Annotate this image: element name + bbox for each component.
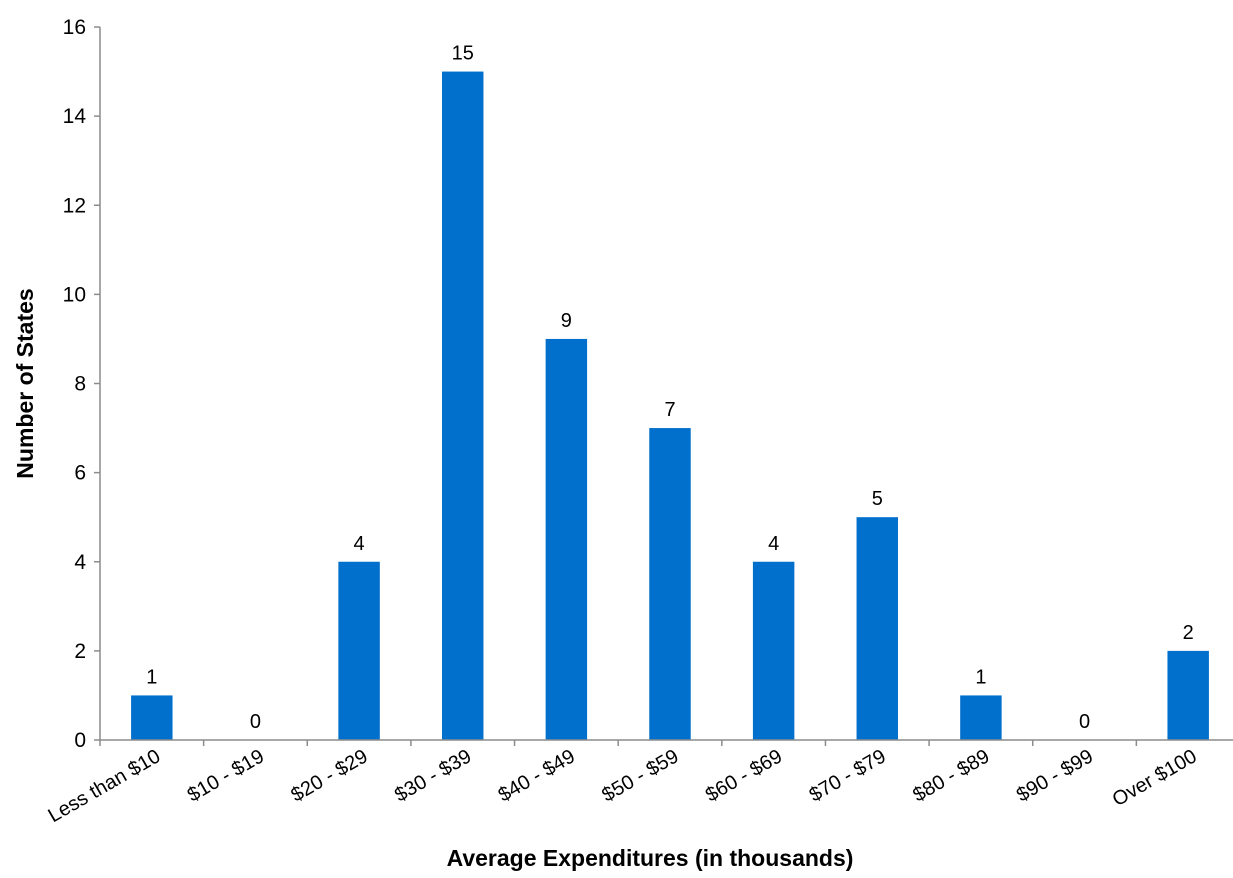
data-label: 1 bbox=[146, 666, 157, 688]
data-label: 1 bbox=[975, 666, 986, 688]
x-category-label: Over $100 bbox=[1109, 745, 1201, 811]
y-tick-label: 8 bbox=[74, 373, 86, 396]
y-tick-label: 16 bbox=[63, 16, 86, 39]
x-category-label: $10 - $19 bbox=[184, 745, 268, 806]
bar bbox=[960, 695, 1002, 740]
data-label: 5 bbox=[872, 488, 883, 510]
data-labels: 1 0 4 15 9 7 4 5 1 0 2 bbox=[146, 43, 1193, 733]
data-label: 0 bbox=[250, 711, 261, 733]
x-axis-ticks: Less than $10 $10 - $19 $20 - $29 $30 - $39… bbox=[44, 740, 1201, 827]
x-category-label: $40 - $49 bbox=[495, 745, 579, 806]
x-category-label: Less than $10 bbox=[44, 745, 164, 827]
bar bbox=[649, 428, 691, 740]
data-label: 0 bbox=[1079, 711, 1090, 733]
y-axis-ticks: 0 2 4 6 8 10 12 14 16 bbox=[63, 16, 100, 752]
x-category-label: $80 - $89 bbox=[909, 745, 993, 806]
x-category-label: $60 - $69 bbox=[702, 745, 786, 806]
bar bbox=[442, 71, 484, 740]
y-tick-label: 12 bbox=[63, 194, 86, 217]
bars bbox=[131, 71, 1209, 740]
bar bbox=[856, 517, 898, 740]
data-label: 2 bbox=[1183, 622, 1194, 644]
x-category-label: $90 - $99 bbox=[1013, 745, 1097, 806]
x-axis-title: Average Expenditures (in thousands) bbox=[447, 845, 854, 871]
x-category-label: $20 - $29 bbox=[287, 745, 371, 806]
y-tick-label: 10 bbox=[63, 283, 86, 306]
bar bbox=[545, 338, 588, 740]
y-tick-label: 4 bbox=[74, 551, 86, 574]
y-tick-label: 6 bbox=[74, 462, 86, 485]
y-tick-label: 14 bbox=[63, 105, 87, 128]
bar bbox=[1167, 650, 1209, 740]
y-tick-label: 2 bbox=[74, 640, 86, 663]
data-label: 15 bbox=[452, 43, 474, 65]
x-category-label: $30 - $39 bbox=[391, 745, 475, 806]
data-label: 4 bbox=[354, 533, 365, 555]
bar bbox=[338, 561, 380, 740]
bar bbox=[752, 561, 795, 740]
data-label: 7 bbox=[664, 399, 675, 421]
y-tick-label: 0 bbox=[74, 729, 86, 752]
data-label: 9 bbox=[561, 310, 572, 332]
bar bbox=[131, 695, 173, 740]
data-label: 4 bbox=[768, 533, 779, 555]
x-category-label: $50 - $59 bbox=[598, 745, 682, 806]
x-category-label: $70 - $79 bbox=[806, 745, 890, 806]
y-axis-title: Number of States bbox=[12, 288, 38, 478]
